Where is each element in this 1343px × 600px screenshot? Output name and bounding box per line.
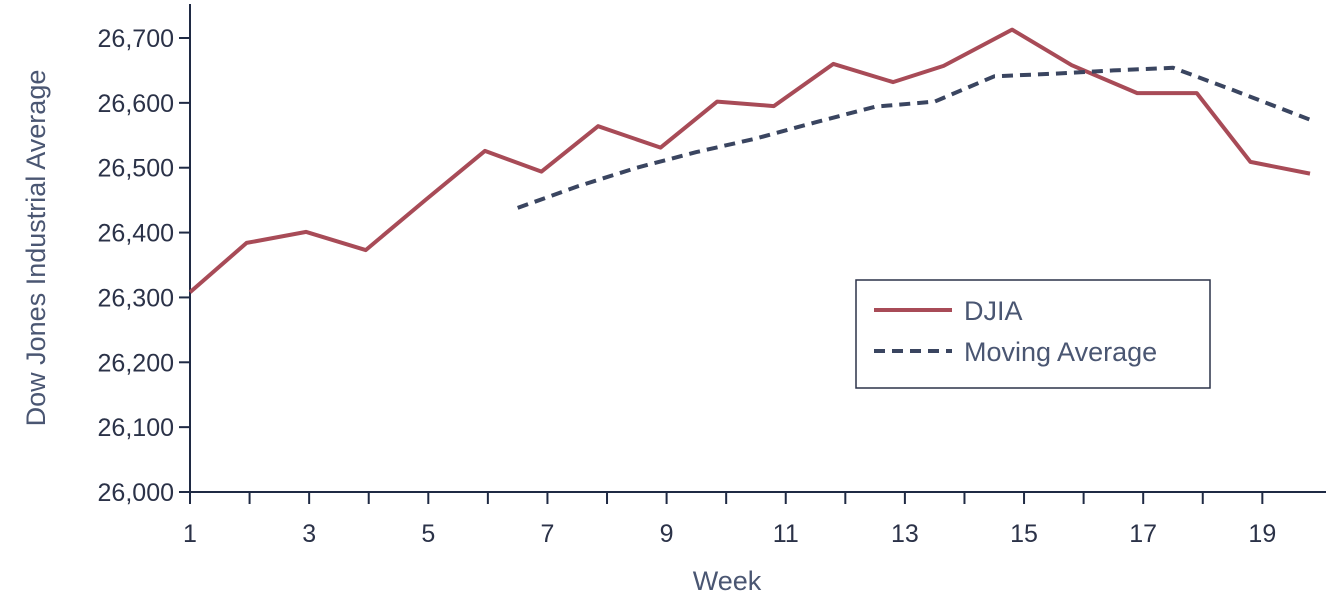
legend: DJIA Moving Average — [855, 279, 1211, 389]
x-tick-label: 5 — [421, 520, 435, 548]
series-line-djia — [188, 27, 1311, 294]
series-lines — [188, 27, 1311, 294]
x-tick-label: 17 — [1129, 520, 1157, 548]
legend-label-moving-average: Moving Average — [964, 337, 1157, 367]
x-tick-label: 13 — [891, 520, 919, 548]
x-tick-label: 7 — [540, 520, 554, 548]
y-tick-label: 26,000 — [98, 479, 174, 507]
y-tick-label: 26,600 — [98, 90, 174, 118]
y-tick-label: 26,400 — [98, 220, 174, 248]
x-axis-ticks: 1 3 5 7 9 11 13 15 17 19 — [183, 492, 1276, 548]
y-tick-label: 26,200 — [98, 349, 174, 377]
x-axis-title: Week — [693, 566, 762, 596]
y-axis-title: Dow Jones Industrial Average — [21, 70, 51, 427]
series-line-moving-average — [517, 65, 1311, 210]
x-tick-label: 1 — [183, 520, 197, 548]
x-tick-label: 19 — [1248, 520, 1276, 548]
y-tick-label: 26,100 — [98, 414, 174, 442]
x-tick-label: 9 — [660, 520, 674, 548]
y-tick-label: 26,300 — [98, 284, 174, 312]
legend-label-djia: DJIA — [964, 296, 1023, 326]
y-tick-label: 26,700 — [98, 25, 174, 53]
legend-box — [855, 279, 1211, 389]
y-axis-ticks: 26,000 26,100 26,200 26,300 26,400 26,500 26,6… — [98, 25, 190, 507]
x-tick-label: 3 — [302, 520, 316, 548]
x-tick-label: 15 — [1010, 520, 1038, 548]
x-tick-label: 11 — [773, 520, 799, 548]
y-tick-label: 26,500 — [98, 155, 174, 183]
